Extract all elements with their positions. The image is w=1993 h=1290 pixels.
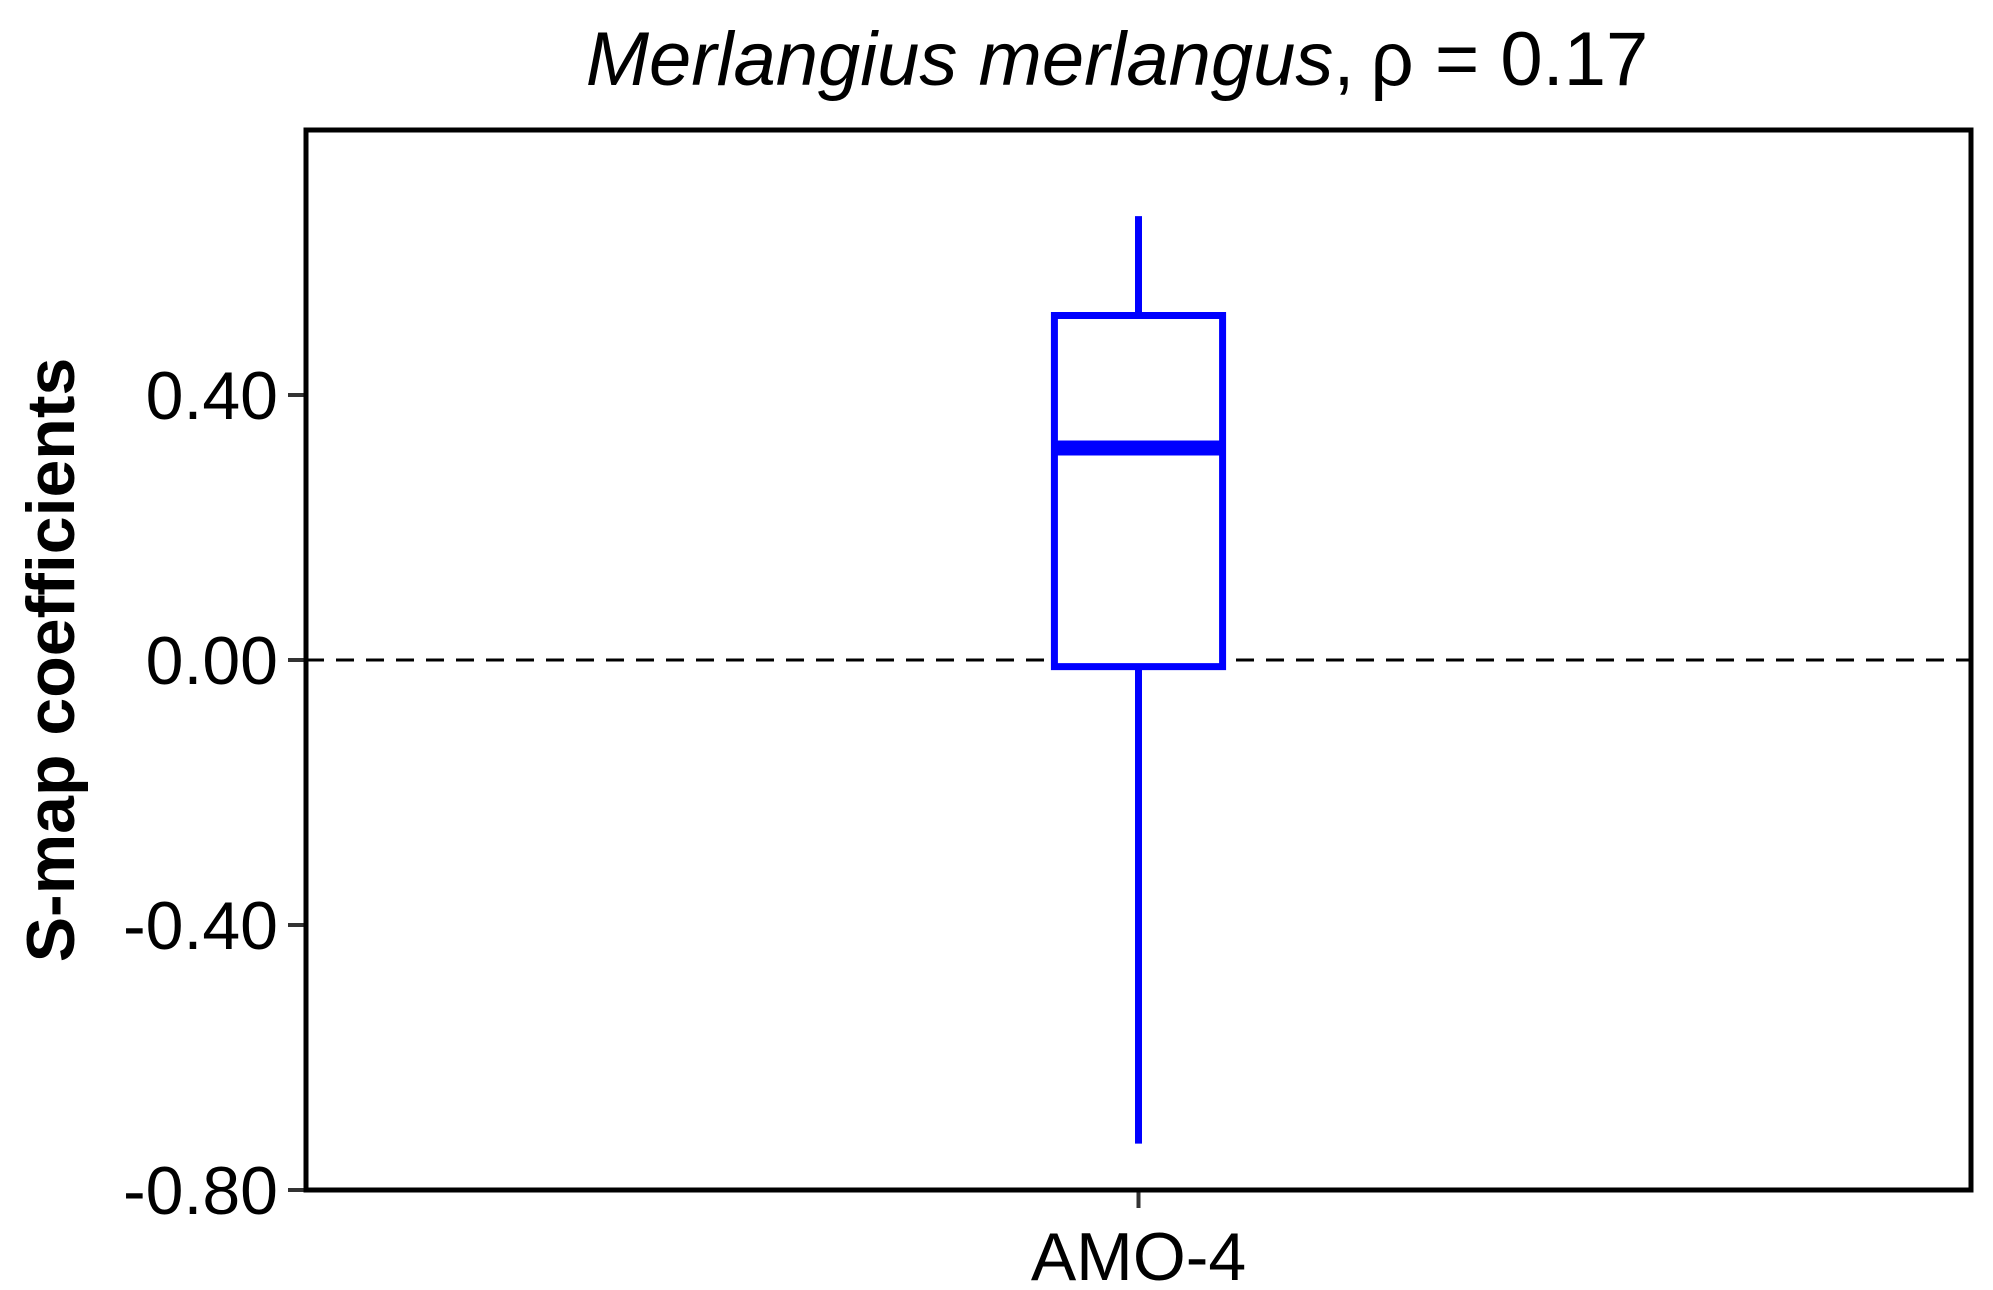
y-tick-label: -0.40 xyxy=(123,888,278,964)
y-axis-label: S-map coefficients xyxy=(13,358,89,963)
y-tick-label: 0.40 xyxy=(146,358,278,434)
box-iqr xyxy=(1050,312,1227,671)
chart-title-stat: ρ = 0.17 xyxy=(1371,17,1649,102)
y-tick-label: -0.80 xyxy=(123,1153,278,1229)
chart-title-species: Merlangius merlangus xyxy=(586,17,1334,102)
y-tick-label: 0.00 xyxy=(146,623,278,699)
plot-panel-border xyxy=(303,127,1974,1193)
chart-title: Merlangius merlangus, ρ = 0.17 xyxy=(586,17,1649,102)
chart-title-separator: , xyxy=(1333,17,1354,102)
x-tick-label: AMO-4 xyxy=(1031,1219,1246,1290)
plot-marks: -0.80 -0.40 0.00 0.40 AMO-4 xyxy=(123,216,1971,1290)
